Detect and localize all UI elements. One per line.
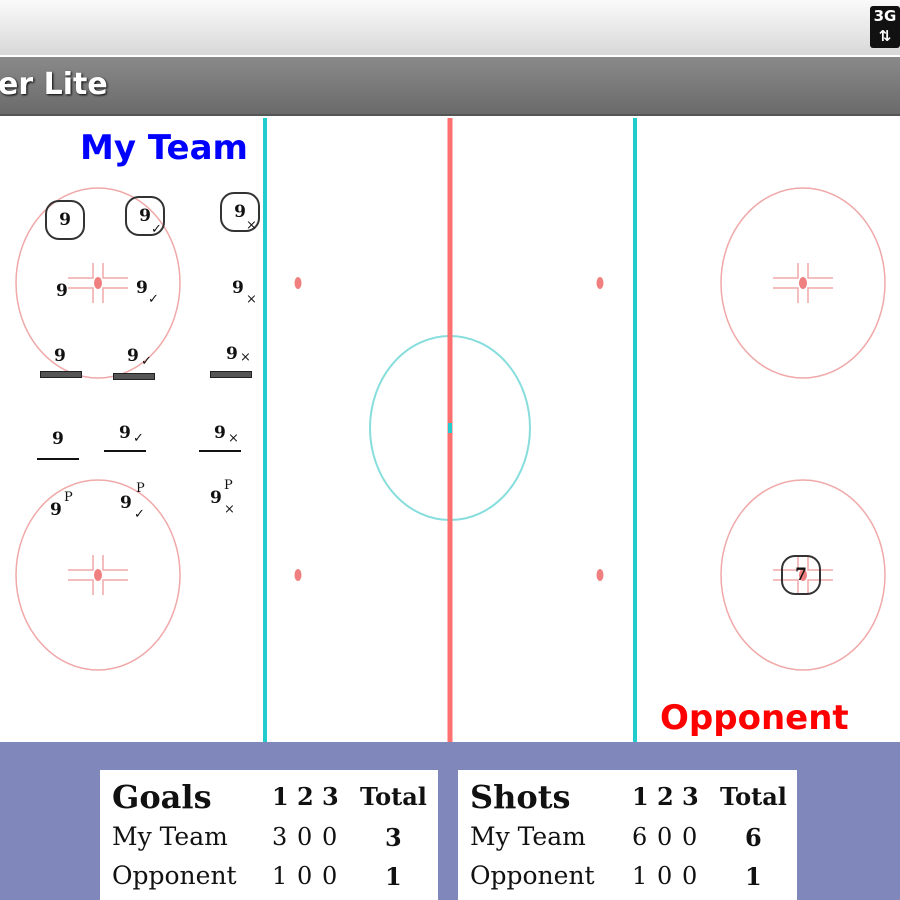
opponent-goal-marker[interactable]: 7 xyxy=(781,555,821,595)
thin-bar xyxy=(199,450,241,452)
goal-marker-check[interactable]: 9 ✓ xyxy=(125,196,165,237)
block-marker-cross[interactable]: 9 × xyxy=(226,344,251,365)
shots-table: Shots 1 2 3 Total My Team 6 0 0 6 Oppone… xyxy=(458,770,797,900)
total-cell: 3 xyxy=(385,823,402,852)
shots-title: Shots xyxy=(470,778,571,816)
period-header: 3 xyxy=(322,782,339,811)
thick-bar xyxy=(210,371,252,378)
thin-bar xyxy=(37,458,79,460)
app-title: er Lite xyxy=(0,67,108,102)
hockey-rink[interactable]: My Team Opponent 9 9 ✓ 9 × 9 9 ✓ 9 × 9 9 ✓ 9 ×… xyxy=(0,118,900,742)
period-header: 3 xyxy=(682,782,699,811)
total-cell: 1 xyxy=(385,862,402,891)
penalty-marker-cross[interactable]: 9 P × xyxy=(210,478,235,517)
row-team: Opponent xyxy=(112,861,237,890)
goals-table: Goals 1 2 3 Total My Team 3 0 0 3 Oppone… xyxy=(100,770,438,900)
period-header: 2 xyxy=(657,782,674,811)
3g-network-icon: 3G ⇅ xyxy=(870,6,900,48)
status-bar: 3G ⇅ xyxy=(0,0,900,55)
period-header: 1 xyxy=(632,782,649,811)
cell: 1 xyxy=(272,862,288,890)
miss-marker-check[interactable]: 9 ✓ xyxy=(119,423,144,446)
faceoff-dot xyxy=(294,569,302,581)
thick-bar xyxy=(113,373,155,380)
cell: 6 xyxy=(632,823,648,851)
cell: 1 xyxy=(632,862,648,890)
title-bar: er Lite xyxy=(0,57,900,116)
cell: 0 xyxy=(657,823,673,851)
score-panel: Goals 1 2 3 Total My Team 3 0 0 3 Oppone… xyxy=(0,742,900,900)
period-header: 1 xyxy=(272,782,289,811)
shot-marker[interactable]: 9 xyxy=(56,281,68,301)
row-team: My Team xyxy=(112,822,228,851)
thin-bar xyxy=(104,450,146,452)
cell: 0 xyxy=(682,862,698,890)
cell: 0 xyxy=(322,862,338,890)
goal-marker-cross[interactable]: 9 × xyxy=(220,192,260,233)
faceoff-circle xyxy=(720,479,886,671)
penalty-marker-check[interactable]: 9 P ✓ xyxy=(120,481,145,522)
miss-marker[interactable]: 9 xyxy=(52,429,64,449)
my-team-label: My Team xyxy=(80,128,248,168)
block-marker[interactable]: 9 xyxy=(54,346,66,366)
faceoff-circle xyxy=(15,479,181,671)
block-marker-check[interactable]: 9 ✓ xyxy=(127,346,152,369)
shot-marker-check[interactable]: 9 ✓ xyxy=(136,278,159,307)
opponent-label: Opponent xyxy=(660,698,849,738)
cell: 0 xyxy=(682,823,698,851)
total-header: Total xyxy=(720,782,787,811)
thick-bar xyxy=(40,371,82,378)
cell: 0 xyxy=(297,862,313,890)
cell: 0 xyxy=(297,823,313,851)
goals-title: Goals xyxy=(112,778,212,816)
period-header: 2 xyxy=(297,782,314,811)
rink-markings xyxy=(15,118,886,742)
faceoff-circle xyxy=(15,187,181,379)
miss-marker-cross[interactable]: 9 × xyxy=(214,423,239,446)
faceoff-dot xyxy=(294,277,302,289)
faceoff-dot xyxy=(596,569,604,581)
cell: 0 xyxy=(322,823,338,851)
faceoff-dot xyxy=(596,277,604,289)
cell: 0 xyxy=(657,862,673,890)
total-header: Total xyxy=(360,782,427,811)
row-team: Opponent xyxy=(470,861,595,890)
total-cell: 6 xyxy=(745,823,762,852)
row-team: My Team xyxy=(470,822,586,851)
shot-marker-cross[interactable]: 9 × xyxy=(232,278,257,307)
faceoff-circle xyxy=(720,187,886,379)
cell: 3 xyxy=(272,823,288,851)
goal-marker[interactable]: 9 xyxy=(45,200,85,240)
total-cell: 1 xyxy=(745,862,762,891)
